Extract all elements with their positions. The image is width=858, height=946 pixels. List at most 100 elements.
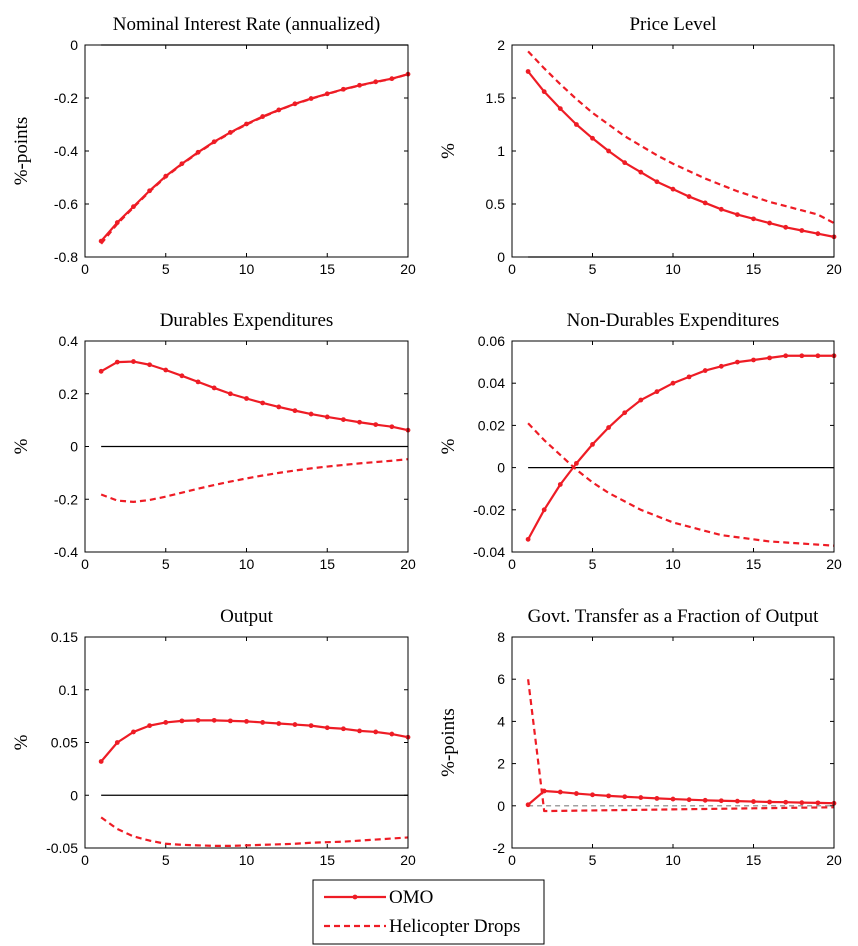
panel-6-series-omo-point-5 [590, 792, 595, 798]
panel-6-series-omo-point-18 [799, 800, 805, 806]
panel-2-ytick-label-2: 2 [497, 37, 505, 53]
panel-3-xtick-label-10: 10 [239, 556, 255, 572]
panel-5-series-omo-point-16 [341, 726, 346, 732]
legend-helicopter-label: Helicopter Drops [389, 916, 520, 937]
legend: OMO Helicopter Drops [312, 879, 545, 945]
panel-2-series-omo-line [527, 70, 835, 238]
panel-2-series-omo-point-6 [606, 148, 611, 154]
panel-3-series-omo-line [100, 360, 409, 432]
panel-2-ytick-label-1-5: 1.5 [486, 90, 506, 106]
panel-6: Govt. Transfer as a Fraction of Output %-… [438, 606, 842, 868]
panel-2-series-omo-point-1 [525, 69, 531, 74]
panel-1-ytick-label-0-8: -0.8 [54, 249, 78, 265]
panel-6-xtick-label-10: 10 [665, 852, 681, 868]
panel-1-xtick-label-5: 5 [162, 261, 170, 277]
panel-6-series-omo-point-17 [783, 799, 789, 805]
panel-4-ytick-label-0-04: -0.04 [473, 544, 505, 560]
panel-2-ylabel: % [438, 143, 459, 159]
panel-4-series-omo-point-3 [557, 482, 563, 487]
panel-2-series-omo-point-3 [557, 106, 563, 111]
panel-1-ytick-label-0-2: -0.2 [54, 90, 78, 106]
panel-4-series-omo-point-8 [638, 397, 644, 403]
panel-4-ylabel: % [438, 438, 459, 454]
panel-5-series-omo-point-17 [357, 728, 362, 734]
panel-3-series-omo-point-19 [389, 424, 395, 430]
panel-6-ytick-label-0: 0 [497, 798, 505, 814]
panel-1-series-omo-line [100, 73, 409, 242]
panel-6-series-omo-point-15 [751, 799, 756, 804]
panel-3-ytick-label-0-4: 0.4 [59, 333, 79, 349]
legend-box [312, 879, 545, 945]
panel-3-series-omo-point-5 [163, 367, 169, 373]
panel-4-series-omo-point-9 [654, 389, 660, 395]
panel-5-series-omo-point-14 [308, 723, 314, 729]
panel-2-ytick-label-0: 0 [497, 249, 505, 265]
panel-3-series-omo-point-11 [260, 400, 266, 406]
panel-1: Nominal Interest Rate (annualized) %-poin… [11, 14, 416, 277]
panel-1-xtick-label-15: 15 [319, 261, 335, 277]
panel-2-xtick-label-5: 5 [589, 261, 597, 277]
panel-4-series-omo-line [527, 354, 834, 540]
panel-5-series-omo-point-6 [179, 718, 185, 724]
panel-3-series-omo-point-10 [244, 396, 249, 401]
panel-4-series-omo-point-18 [799, 353, 805, 359]
panel-6-series-omo-point-13 [718, 798, 724, 804]
panel-4-xtick-label-0: 0 [508, 556, 516, 572]
panel-5-series-omo-point-11 [260, 720, 266, 725]
panel-5-ytick-label-0-05: -0.05 [46, 840, 78, 856]
panel-4-xtick-label-15: 15 [746, 556, 762, 572]
panel-2-series-omo-point-12 [702, 200, 708, 206]
panel-1-xtick-label-0: 0 [81, 261, 89, 277]
panel-6-title: Govt. Transfer as a Fraction of Output [528, 606, 819, 627]
panel-3-xtick-label-5: 5 [162, 556, 170, 572]
panel-6-ytick-label-4: 4 [497, 713, 505, 729]
panel-1-ylabel: %-points [11, 117, 32, 186]
panel-5-series-helicopter-drops-line [100, 816, 409, 847]
panel-1-ytick-label-0-4: -0.4 [54, 143, 78, 159]
panel-6-series-omo-point-19 [815, 800, 821, 806]
panel-6-series-helicopter-drops-line [527, 679, 835, 813]
panel-5-series-omo-point-7 [195, 717, 201, 723]
panel-5-xtick-label-20: 20 [400, 852, 416, 868]
panel-3-xtick-label-15: 15 [319, 556, 335, 572]
panel-2-series-omo-point-17 [783, 224, 789, 230]
panel-5-series-omo-point-2 [114, 740, 120, 745]
panel-4-series-omo-point-11 [686, 374, 692, 380]
panel-2-series-omo-point-10 [670, 186, 676, 192]
panel-6-ylabel: %-points [438, 708, 459, 777]
panel-3-series-omo-point-16 [341, 417, 346, 422]
panel-3-series-omo-point-18 [373, 422, 379, 428]
panel-2-axes-frame [511, 44, 835, 258]
panel-5-series-omo-point-15 [324, 725, 330, 731]
panel-6-series-omo-point-12 [702, 797, 708, 803]
panel-3-series-omo-point-4 [147, 362, 153, 368]
panel-3-series-omo-point-17 [357, 419, 362, 425]
panel-5-series-omo-point-4 [147, 723, 153, 729]
panel-5-series-omo-point-5 [163, 720, 169, 725]
panel-2-series-omo-point-14 [735, 212, 740, 218]
panel-3-series-omo-point-7 [195, 379, 201, 385]
panel-6-series-omo-point-9 [654, 796, 660, 801]
panel-3-ytick-label-0-4: -0.4 [54, 544, 78, 560]
panel-2: Price Level% 0 5 10 15 20 0 0.5 1 1.5 2 [438, 14, 842, 277]
panel-5-xtick-label-5: 5 [162, 852, 170, 868]
panel-5-series-omo-point-8 [211, 717, 217, 723]
panel-6-series-omo-line [527, 789, 835, 806]
legend-omo-marker [352, 894, 358, 900]
panel-3-series-omo-point-2 [114, 359, 120, 365]
panel-2-ytick-label-1: 1 [497, 143, 505, 159]
panel-3-ytick-label-0-2: -0.2 [54, 491, 78, 507]
panel-2-xtick-label-15: 15 [746, 261, 762, 277]
panel-6-ytick-label-6: 6 [497, 671, 505, 687]
panel-2-series-omo-point-16 [767, 220, 772, 226]
panel-5-ytick-label-0: 0 [70, 787, 78, 803]
panel-4-ytick-label-0-02: -0.02 [473, 502, 505, 518]
panel-4-series-omo-point-7 [622, 410, 628, 416]
panel-3-series-helicopter-drops-line [100, 458, 409, 503]
panel-5-xtick-label-10: 10 [239, 852, 255, 868]
panel-5-series-omo-point-9 [227, 718, 233, 724]
panel-4-series-omo-point-10 [670, 380, 676, 386]
panel-5-xtick-label-15: 15 [319, 852, 335, 868]
panel-2-series-omo-point-2 [541, 89, 547, 95]
